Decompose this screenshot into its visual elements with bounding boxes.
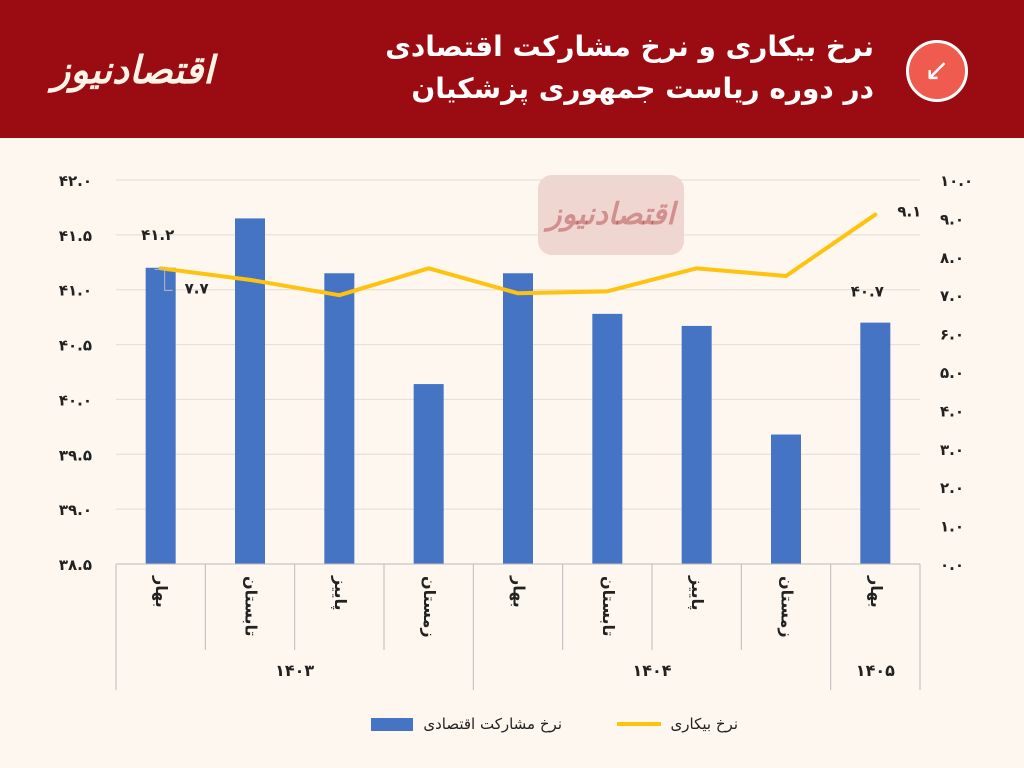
right-tick-label: ۳.۰	[940, 441, 964, 459]
category-label: پاییز	[687, 575, 707, 611]
data-label: ۹.۱	[897, 203, 921, 221]
legend-item-participation: نرخ مشارکت اقتصادی	[371, 710, 562, 738]
group-label: ۱۴۰۳	[275, 661, 314, 680]
legend-label-unemployment: نرخ بیکاری	[670, 715, 738, 733]
left-tick-label: ۴۱.۵	[59, 227, 92, 245]
right-tick-label: ۱۰.۰	[940, 172, 973, 190]
right-tick-label: ۹.۰	[940, 210, 964, 228]
left-tick-label: ۴۰.۰	[59, 391, 92, 409]
data-label: ۴۱.۲	[141, 226, 174, 244]
header-banner: اقتصادنیوز نرخ بیکاری و نرخ مشارکت اقتصا…	[0, 0, 1024, 138]
group-label: ۱۴۰۵	[856, 661, 895, 680]
legend-swatch-line	[616, 722, 661, 726]
line-series	[158, 212, 878, 298]
chart-title: نرخ بیکاری و نرخ مشارکت اقتصادی در دوره …	[385, 26, 874, 110]
bar	[592, 313, 623, 564]
bar	[324, 273, 355, 564]
category-label: زمستان	[420, 576, 439, 638]
data-labels: ۴۱.۲ ۷.۷ ۴۰.۷ ۹.۱	[141, 203, 921, 301]
left-tick-label: ۳۸.۵	[59, 556, 92, 574]
left-tick-label: ۴۰.۵	[59, 337, 92, 355]
arrow-down-left-icon: ↙	[906, 40, 968, 102]
category-label: بهار	[867, 575, 886, 608]
legend-swatch-bar	[371, 717, 414, 731]
legend-label-participation: نرخ مشارکت اقتصادی	[423, 715, 562, 733]
bar	[771, 434, 801, 564]
legend-item-unemployment: نرخ بیکاری	[616, 710, 738, 738]
combo-chart: ۳۸.۵ ۳۹.۰ ۳۹.۵ ۴۰.۰ ۴۰.۵ ۴۱.۰ ۴۱.۵ ۴۲.۰ ۰.۰ ۱.۰ ۲.…	[59, 172, 973, 690]
left-tick-label: ۳۹.۵	[59, 446, 92, 464]
right-tick-label: ۶.۰	[940, 326, 964, 344]
left-tick-label: ۳۹.۰	[59, 501, 92, 519]
title-line-1: نرخ بیکاری و نرخ مشارکت اقتصادی	[385, 30, 874, 63]
right-tick-label: ۵.۰	[940, 364, 964, 382]
left-tick-label: ۴۲.۰	[59, 172, 92, 190]
right-tick-label: ۴.۰	[940, 402, 964, 420]
bar	[860, 322, 891, 564]
axes: ۳۸.۵ ۳۹.۰ ۳۹.۵ ۴۰.۰ ۴۰.۵ ۴۱.۰ ۴۱.۵ ۴۲.۰ ۰.۰ ۱.۰ ۲.…	[59, 172, 973, 690]
right-tick-label: ۷.۰	[940, 287, 964, 305]
brand-logo: اقتصادنیوز	[52, 48, 215, 92]
category-label: تابستان	[599, 576, 618, 637]
bar	[503, 273, 533, 564]
bar	[235, 218, 265, 564]
right-tick-label: ۰.۰	[940, 556, 964, 574]
legend: نرخ بیکاری نرخ مشارکت اقتصادی	[318, 710, 738, 738]
data-label: ۷.۷	[185, 279, 209, 297]
category-label: تابستان	[242, 576, 261, 637]
category-label: پاییز	[330, 575, 350, 611]
group-label: ۱۴۰۴	[632, 661, 671, 680]
label-leader-line	[154, 268, 173, 291]
left-tick-label: ۴۱.۰	[59, 282, 92, 300]
title-line-2: در دوره ریاست جمهوری پزشکیان	[411, 72, 874, 105]
data-label: ۴۰.۷	[851, 283, 884, 301]
watermark-logo: اقتصادنیوز	[538, 175, 684, 255]
right-tick-label: ۸.۰	[940, 249, 964, 267]
right-tick-label: ۱.۰	[940, 518, 964, 536]
bar-series	[145, 218, 891, 564]
bar	[145, 267, 176, 564]
bar	[413, 384, 444, 564]
category-label: بهار	[510, 575, 529, 608]
right-tick-label: ۲.۰	[940, 479, 964, 497]
category-label: بهار	[152, 575, 171, 608]
category-label: زمستان	[778, 576, 797, 638]
bar	[681, 325, 712, 564]
